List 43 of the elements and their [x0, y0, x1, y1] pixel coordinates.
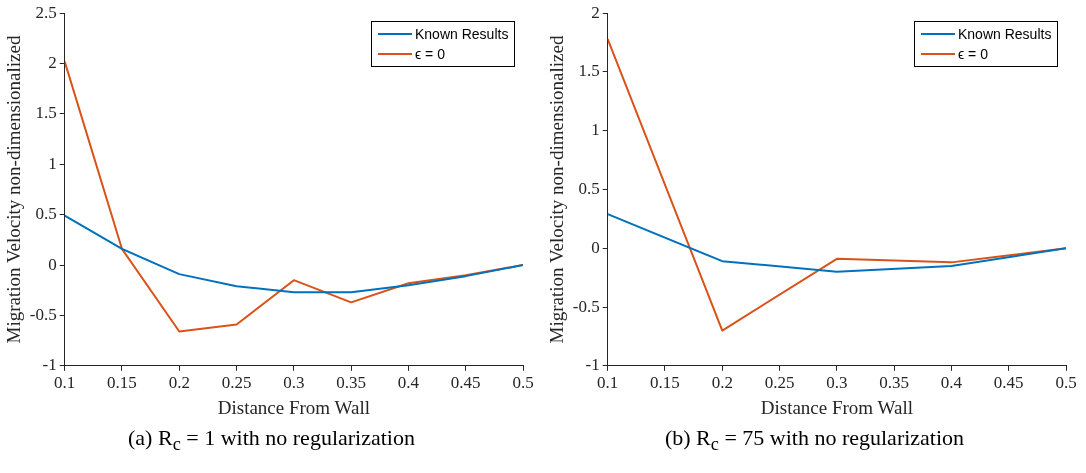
y-axis-title: Migration Velocity non-dimensionalized [3, 35, 25, 344]
x-tick-label: 0.1 [54, 373, 76, 393]
y-tick-label: 0 [591, 237, 600, 257]
y-tick-label: -1 [585, 355, 600, 375]
x-tick-label: 0.25 [764, 373, 795, 393]
x-tick-label: 0.3 [826, 373, 848, 393]
y-axis-title: Migration Velocity non-dimensionalized [546, 35, 568, 344]
x-axis-title: Distance From Wall [217, 396, 370, 418]
x-tick-label: 0.25 [221, 373, 252, 393]
y-tick-label: 2 [48, 53, 57, 73]
x-tick-label: 0.4 [940, 373, 963, 393]
x-tick-label: 0.3 [283, 373, 305, 393]
y-tick-label: 1 [48, 153, 57, 173]
y-tick-label: 1 [591, 120, 600, 140]
text: (a) R$_{c}$ = 1 with no regularization [127, 425, 416, 456]
y-tick-label: -0.5 [572, 296, 600, 316]
y-tick-label: 1.5 [35, 103, 57, 123]
x-tick-label: 0.5 [512, 373, 534, 393]
y-tick-label: 2.5 [35, 2, 57, 22]
x-tick-label: 0.1 [597, 373, 619, 393]
x-tick-label: 0.2 [711, 373, 733, 393]
legend-label: Known Results [958, 26, 1052, 43]
x-tick-label: 0.2 [168, 373, 190, 393]
x-tick-label: 0.35 [879, 373, 910, 393]
x-tick-label: 0.45 [993, 373, 1024, 393]
x-tick-label: 0.15 [650, 373, 680, 393]
y-tick-label: 1.5 [578, 61, 600, 81]
legend-label: ϵ = 0 [415, 46, 445, 63]
text: (b) R$_{c}$ = 75 with no regularization [663, 425, 966, 456]
x-tick-label: 0.4 [397, 373, 420, 393]
legend-label: ϵ = 0 [958, 46, 988, 63]
y-tick-label: -1 [42, 355, 57, 375]
x-tick-label: 0.15 [107, 373, 137, 393]
y-tick-label: 0.5 [578, 178, 600, 198]
x-tick-label: 0.45 [450, 373, 481, 393]
x-axis-title: Distance From Wall [760, 396, 913, 418]
y-tick-label: 0 [48, 254, 57, 274]
x-tick-label: 0.5 [1055, 373, 1077, 393]
x-tick-label: 0.35 [336, 373, 367, 393]
legend-label: Known Results [415, 26, 509, 43]
y-tick-label: -0.5 [29, 304, 57, 324]
y-tick-label: 2 [591, 2, 600, 22]
y-tick-label: 0.5 [35, 204, 57, 224]
